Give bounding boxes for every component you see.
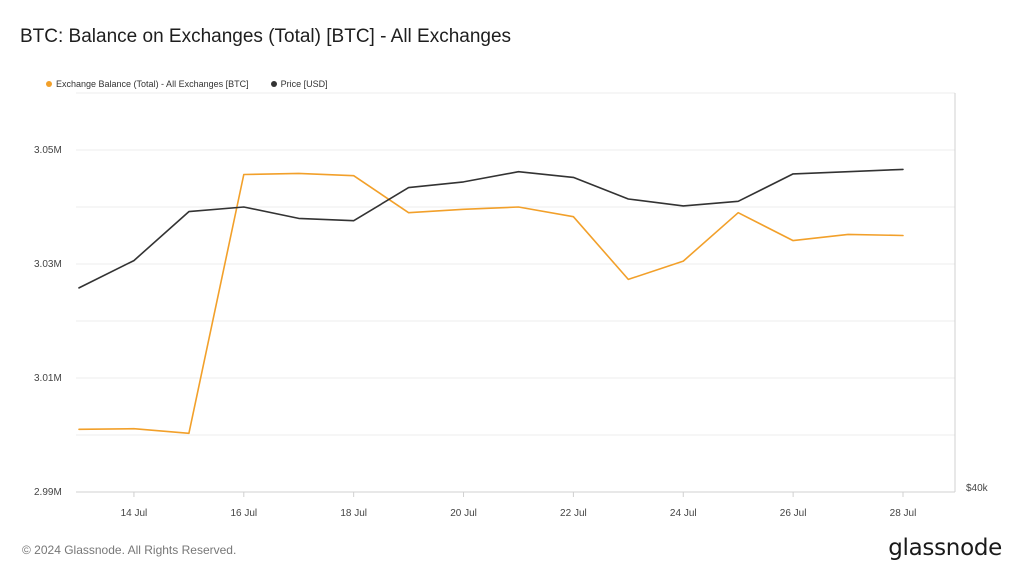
legend-item-price[interactable]: Price [USD]	[270, 79, 328, 89]
x-tick-label: 18 Jul	[340, 508, 367, 519]
y-left-tick-label: 2.99M	[34, 487, 62, 498]
glassnode-logo[interactable]: glassnode	[888, 535, 1002, 561]
x-tick-label: 16 Jul	[230, 508, 257, 519]
y-left-tick-label: 3.01M	[34, 373, 62, 384]
legend-label-price: Price [USD]	[280, 79, 328, 89]
chart-legend: Exchange Balance (Total) - All Exchanges…	[46, 79, 328, 89]
y-right-tick-label: $40k	[966, 483, 989, 494]
legend-dot-balance	[46, 81, 52, 87]
x-tick-label: 24 Jul	[670, 508, 697, 519]
price-series-line	[78, 168, 904, 289]
legend-dot-price	[270, 81, 277, 87]
y-left-tick-label: 3.03M	[34, 259, 62, 270]
legend-label-balance: Exchange Balance (Total) - All Exchanges…	[56, 79, 249, 89]
x-tick-label: 20 Jul	[450, 508, 477, 519]
y-left-tick-label: 3.05M	[34, 145, 62, 156]
balance-series-line	[78, 172, 904, 435]
x-tick-label: 26 Jul	[780, 508, 807, 519]
x-tick-label: 22 Jul	[560, 508, 587, 519]
x-tick-label: 28 Jul	[890, 508, 917, 519]
legend-item-balance[interactable]: Exchange Balance (Total) - All Exchanges…	[46, 79, 249, 89]
x-tick-label: 14 Jul	[121, 508, 148, 519]
chart-title: BTC: Balance on Exchanges (Total) [BTC] …	[20, 26, 512, 47]
copyright-notice: © 2024 Glassnode. All Rights Reserved.	[22, 543, 237, 557]
